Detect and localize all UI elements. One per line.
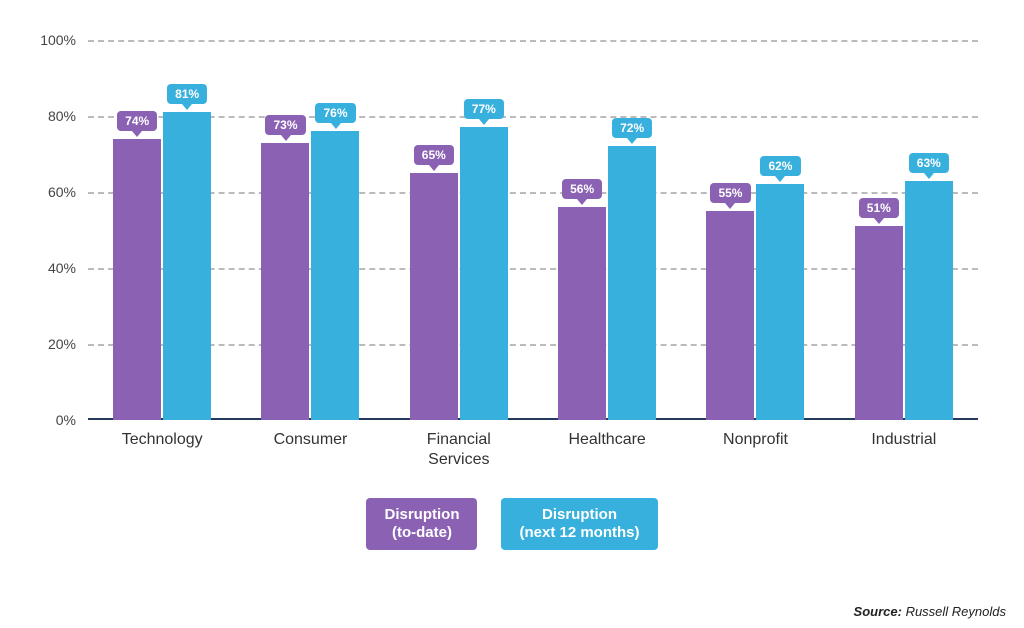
bar-group: 73%76%	[236, 40, 384, 420]
value-bubble: 56%	[562, 179, 602, 199]
bar: 62%	[756, 184, 804, 420]
x-axis-labels: TechnologyConsumerFinancialServicesHealt…	[88, 430, 978, 470]
bar: 65%	[410, 173, 458, 420]
x-axis-label: FinancialServices	[385, 430, 533, 470]
y-tick-label: 20%	[0, 336, 76, 352]
value-bubble: 73%	[265, 115, 305, 135]
bar: 81%	[163, 112, 211, 420]
bar: 74%	[113, 139, 161, 420]
legend-item: Disruption(next 12 months)	[501, 498, 657, 550]
x-axis-label: Industrial	[830, 430, 978, 470]
bar: 63%	[905, 181, 953, 420]
bar: 55%	[706, 211, 754, 420]
bar: 72%	[608, 146, 656, 420]
source-value: Russell Reynolds	[906, 604, 1006, 619]
bar-group: 55%62%	[681, 40, 829, 420]
x-axis-label: Nonprofit	[681, 430, 829, 470]
plot-area: 74%81%73%76%65%77%56%72%55%62%51%63%	[88, 40, 978, 420]
value-bubble: 55%	[710, 183, 750, 203]
y-tick-label: 40%	[0, 260, 76, 276]
value-bubble: 51%	[859, 198, 899, 218]
value-bubble: 81%	[167, 84, 207, 104]
value-bubble: 72%	[612, 118, 652, 138]
value-bubble: 77%	[464, 99, 504, 119]
bar: 51%	[855, 226, 903, 420]
source-attribution: Source: Russell Reynolds	[854, 604, 1006, 619]
legend: Disruption(to-date) Disruption(next 12 mo…	[0, 498, 1024, 550]
value-bubble: 65%	[414, 145, 454, 165]
value-bubble: 74%	[117, 111, 157, 131]
x-axis-label: Technology	[88, 430, 236, 470]
y-tick-label: 0%	[0, 412, 76, 428]
bar-group: 56%72%	[533, 40, 681, 420]
y-tick-label: 100%	[0, 32, 76, 48]
bar-group: 51%63%	[830, 40, 978, 420]
value-bubble: 62%	[760, 156, 800, 176]
x-axis-label: Healthcare	[533, 430, 681, 470]
y-tick-label: 60%	[0, 184, 76, 200]
y-tick-label: 80%	[0, 108, 76, 124]
value-bubble: 76%	[315, 103, 355, 123]
disruption-bar-chart: 74%81%73%76%65%77%56%72%55%62%51%63% Tec…	[0, 0, 1024, 628]
legend-item: Disruption(to-date)	[366, 498, 477, 550]
source-label: Source:	[854, 604, 906, 619]
bar: 77%	[460, 127, 508, 420]
bars-container: 74%81%73%76%65%77%56%72%55%62%51%63%	[88, 40, 978, 420]
x-axis-label: Consumer	[236, 430, 384, 470]
bar-group: 65%77%	[385, 40, 533, 420]
value-bubble: 63%	[909, 153, 949, 173]
bar: 76%	[311, 131, 359, 420]
bar: 56%	[558, 207, 606, 420]
bar: 73%	[261, 143, 309, 420]
bar-group: 74%81%	[88, 40, 236, 420]
